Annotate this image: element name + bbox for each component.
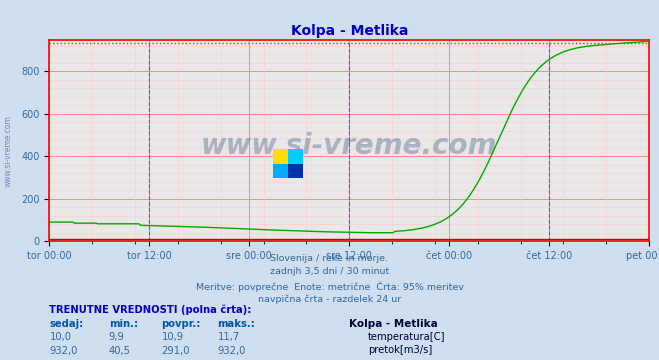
Text: 40,5: 40,5 (109, 346, 130, 356)
Text: 932,0: 932,0 (217, 346, 246, 356)
Title: Kolpa - Metlika: Kolpa - Metlika (291, 24, 408, 39)
Text: www.si-vreme.com: www.si-vreme.com (201, 132, 498, 161)
Text: 10,9: 10,9 (161, 332, 184, 342)
Bar (273, 164, 289, 178)
Text: povpr.:: povpr.: (161, 319, 201, 329)
Text: 932,0: 932,0 (49, 346, 78, 356)
Text: navpična črta - razdelek 24 ur: navpična črta - razdelek 24 ur (258, 295, 401, 304)
Bar (289, 164, 303, 178)
Text: Kolpa - Metlika: Kolpa - Metlika (349, 319, 438, 329)
Text: TRENUTNE VREDNOSTI (polna črta):: TRENUTNE VREDNOSTI (polna črta): (49, 304, 252, 315)
Text: sedaj:: sedaj: (49, 319, 84, 329)
Bar (273, 149, 289, 164)
Text: 9,9: 9,9 (109, 332, 125, 342)
Text: Slovenija / reke in morje.: Slovenija / reke in morje. (270, 254, 389, 263)
Text: zadnjh 3,5 dni / 30 minut: zadnjh 3,5 dni / 30 minut (270, 267, 389, 276)
Text: temperatura[C]: temperatura[C] (368, 332, 445, 342)
Text: 291,0: 291,0 (161, 346, 190, 356)
Text: Meritve: povprečne  Enote: metrične  Črta: 95% meritev: Meritve: povprečne Enote: metrične Črta:… (196, 281, 463, 292)
Text: maks.:: maks.: (217, 319, 255, 329)
Text: www.si-vreme.com: www.si-vreme.com (3, 115, 13, 187)
Text: pretok[m3/s]: pretok[m3/s] (368, 345, 432, 355)
Text: 10,0: 10,0 (49, 332, 71, 342)
Bar (289, 149, 303, 164)
Text: min.:: min.: (109, 319, 138, 329)
Text: 11,7: 11,7 (217, 332, 240, 342)
